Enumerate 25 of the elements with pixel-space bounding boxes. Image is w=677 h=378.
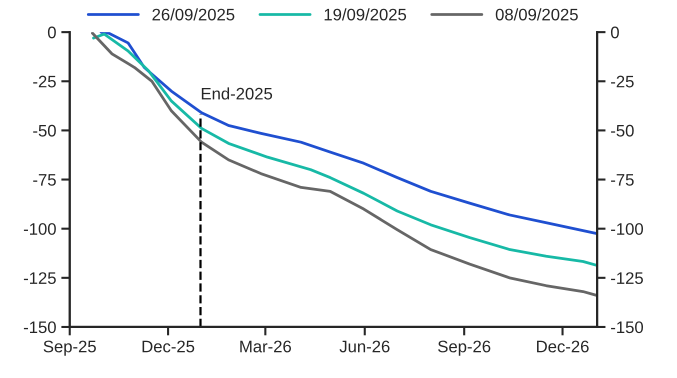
x-tick-label: Dec-26 [537,340,589,352]
y-tick-label: -150 [24,321,56,334]
x-tick-label: Dec-25 [142,340,194,352]
y-tick-label: 0 [48,26,56,38]
y-tick-label: -75 [33,174,56,186]
legend-label: 08/09/2025 [496,8,578,20]
y2-tick-label: -125 [611,272,643,284]
y-tick-label: -100 [24,223,56,235]
y-tick-label: -50 [33,124,56,137]
y2-tick-label: -25 [611,76,634,88]
y2-tick-label: -50 [611,124,634,137]
ref-line-label: End-2025 [202,87,272,100]
legend-label: 19/09/2025 [324,8,406,20]
y-tick-label: -25 [33,76,56,88]
y-tick-label: -125 [24,272,56,284]
y2-tick-label: 0 [610,26,619,38]
x-tick-label: Sep-25 [44,340,96,356]
x-tick-label: Mar-26 [240,340,292,352]
y2-tick-label: -100 [611,223,644,235]
line-series [100,32,598,235]
y2-tick-label: -75 [611,174,634,186]
x-tick-label: Sep-26 [438,340,490,356]
y2-tick-label: -150 [611,321,644,334]
x-tick-label: Jun-26 [340,340,390,352]
legend-label: 26/09/2025 [152,8,234,20]
